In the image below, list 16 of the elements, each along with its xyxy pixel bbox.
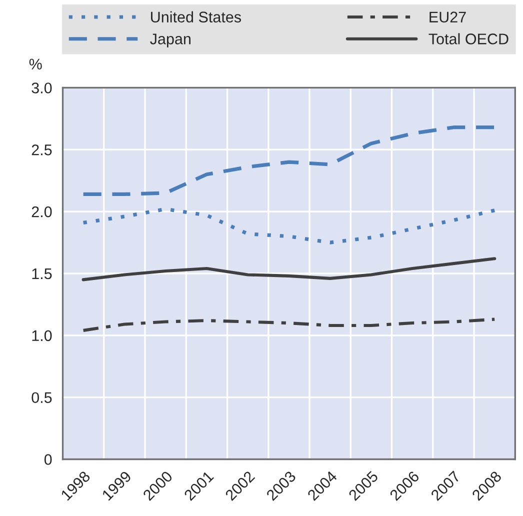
y-tick-label: 1.5 (32, 268, 52, 280)
y-tick-label: 1.0 (32, 330, 52, 342)
line-series (82, 318, 496, 332)
y-tick-label: 3.0 (32, 82, 52, 94)
y-tick-label: 2.5 (32, 144, 52, 156)
y-axis-title: % (29, 58, 42, 70)
y-tick-label: 0.5 (32, 392, 52, 404)
y-tick-label: 2.0 (32, 206, 52, 218)
legend-label: EU27 (430, 12, 466, 22)
legend-label: United States (151, 11, 242, 22)
line-series (82, 257, 496, 282)
legend-label: Japan (150, 34, 190, 48)
line-series (82, 126, 496, 196)
y-tick-label: 0 (44, 454, 52, 465)
legend-label: Total OECD (428, 33, 508, 44)
line-series (82, 207, 496, 244)
